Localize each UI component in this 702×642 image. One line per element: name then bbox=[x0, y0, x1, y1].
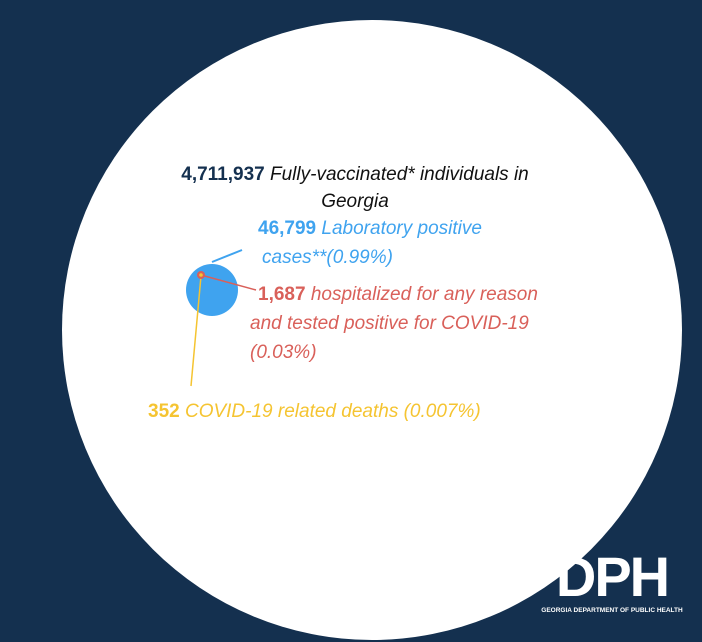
hospitalized-text: 1,687 hospitalized for any reason bbox=[258, 284, 538, 305]
cases-circle bbox=[186, 264, 238, 316]
deaths-line: COVID-19 related deaths (0.007%) bbox=[180, 401, 481, 422]
vaccinated-circle bbox=[62, 20, 682, 640]
vaccinated-line: Fully-vaccinated* individuals in bbox=[265, 164, 529, 185]
deaths-number: 352 bbox=[148, 401, 180, 422]
cases-line: Laboratory positive bbox=[316, 218, 482, 239]
hospitalized-leader bbox=[200, 274, 257, 291]
deaths-text: 352 COVID-19 related deaths (0.007%) bbox=[148, 401, 481, 422]
cases-line: cases**(0.99%) bbox=[262, 247, 393, 268]
logo-caption: GEORGIA DEPARTMENT OF PUBLIC HEALTH bbox=[541, 607, 683, 614]
hospitalized-line: and tested positive for COVID-19 bbox=[250, 313, 529, 334]
logo-mark: DPH bbox=[556, 545, 668, 608]
vaccinated-number: 4,711,937 bbox=[181, 164, 264, 185]
vaccinated-line: Georgia bbox=[321, 191, 389, 212]
hospitalized-line: (0.03%) bbox=[250, 342, 317, 363]
hospitalized-line: hospitalized for any reason bbox=[306, 284, 538, 305]
deaths-circle bbox=[199, 273, 203, 277]
hospitalized-number: 1,687 bbox=[258, 284, 306, 305]
cases-leader bbox=[211, 249, 243, 263]
cases-text: 46,799 Laboratory positive bbox=[258, 218, 482, 239]
deaths-leader bbox=[190, 275, 202, 387]
vaccinated-text: 4,711,937 Fully-vaccinated* individuals … bbox=[181, 164, 529, 185]
cases-number: 46,799 bbox=[258, 218, 316, 239]
